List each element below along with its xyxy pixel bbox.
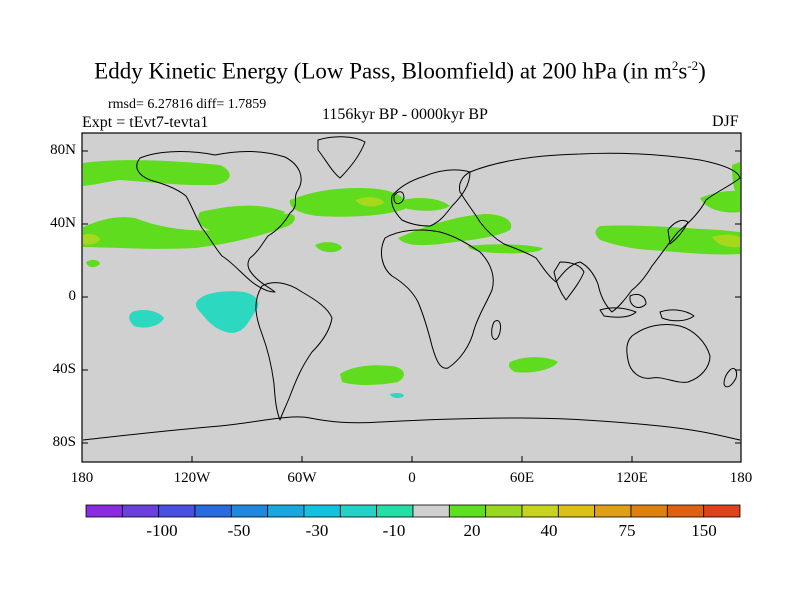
contour-eurasia xyxy=(402,198,450,211)
contour-midatlantic xyxy=(315,242,342,253)
colorbar-label: -50 xyxy=(227,521,251,540)
coast-indonesia xyxy=(599,307,637,318)
colorbar-box xyxy=(376,504,414,518)
colorbar-label: 20 xyxy=(463,521,481,540)
lon-label-60w: 60W xyxy=(287,470,317,486)
contour-npacific-east xyxy=(198,205,285,232)
colorbar-box xyxy=(85,504,123,518)
coastlines xyxy=(82,136,741,441)
title-mid: s xyxy=(678,58,688,84)
title-end: ) xyxy=(698,58,706,84)
coast-asia xyxy=(459,152,741,313)
season-label: DJF xyxy=(712,113,739,130)
colorbar-label: -30 xyxy=(305,521,329,540)
colorbar-box xyxy=(412,504,450,518)
colorbar-label: 75 xyxy=(618,521,636,540)
contour-natlantic-core xyxy=(355,197,384,207)
eke-contours xyxy=(83,160,740,399)
lat-label-80s: 80S xyxy=(52,434,76,450)
colorbar-box xyxy=(666,504,705,518)
colorbar-box xyxy=(703,504,741,518)
colorbar xyxy=(85,504,741,518)
colorbar-box xyxy=(339,504,378,518)
lon-label-120e: 120E xyxy=(616,470,648,486)
coast-uk xyxy=(393,191,405,205)
map-background xyxy=(81,132,742,463)
lon-label-120w: 120W xyxy=(173,470,211,486)
coast-south-america xyxy=(255,282,333,421)
coast-antarctica xyxy=(82,416,741,441)
coast-europe xyxy=(391,169,471,227)
coast-australia xyxy=(626,323,711,383)
lon-label-60e: 60E xyxy=(509,470,535,486)
lat-label-40s: 40S xyxy=(52,361,76,377)
contour-trop-pacific-west xyxy=(129,310,164,328)
colorbar-box xyxy=(303,504,341,518)
contour-npacific xyxy=(83,160,230,186)
lat-label-40n: 40N xyxy=(50,215,76,231)
lat-label-80n: 80N xyxy=(50,142,76,158)
colorbar-box xyxy=(485,504,523,518)
contour-satlantic xyxy=(340,365,404,385)
colorbar-box xyxy=(267,504,305,518)
contour-asia-jet xyxy=(595,225,740,255)
contour-asia-core xyxy=(712,234,740,248)
contour-far-ne xyxy=(732,162,740,196)
coast-india xyxy=(553,261,585,301)
colorbar-box xyxy=(594,504,632,518)
coast-madagascar xyxy=(491,319,501,340)
lat-label-0: 0 xyxy=(68,288,77,304)
contour-hawaii xyxy=(86,259,100,268)
title-sup-2: -2 xyxy=(687,58,699,73)
colorbar-box xyxy=(448,504,487,518)
stats-label: rmsd= 6.27816 diff= 1.7859 xyxy=(108,97,267,112)
colorbar-box xyxy=(557,504,596,518)
contour-south-small xyxy=(390,392,404,399)
period-label: 1156kyr BP - 0000kyr BP xyxy=(322,106,488,123)
coast-north-america xyxy=(136,150,302,293)
contour-pacific-jet xyxy=(83,213,295,249)
coast-new-guinea xyxy=(659,309,695,322)
contour-mediterranean xyxy=(398,214,512,246)
colorbar-label: 150 xyxy=(691,521,717,540)
coast-africa xyxy=(381,229,494,369)
colorbar-box xyxy=(230,504,269,518)
contour-trop-pacific xyxy=(195,291,259,333)
colorbar-box xyxy=(121,504,160,518)
coast-japan xyxy=(667,219,689,245)
contour-npacific-right xyxy=(700,190,740,213)
coast-borneo xyxy=(629,293,647,308)
contour-middle-east xyxy=(468,244,543,254)
contour-china xyxy=(628,234,643,244)
contour-natlantic xyxy=(289,188,407,217)
contour-pacific-core xyxy=(83,233,100,245)
colorbar-box xyxy=(630,504,668,518)
colorbar-box xyxy=(194,504,232,518)
colorbar-box xyxy=(521,504,559,518)
plot-title: Eddy Kinetic Energy (Low Pass, Bloomfiel… xyxy=(0,58,800,85)
colorbar-label: -100 xyxy=(146,521,178,540)
axis-ticks xyxy=(82,150,741,462)
colorbar-label: 40 xyxy=(540,521,558,540)
colorbar-box xyxy=(158,504,196,518)
lon-label-180w: 180 xyxy=(70,470,94,486)
title-sup-1: 2 xyxy=(671,58,679,73)
colorbar-label: -10 xyxy=(382,521,406,540)
lon-label-180e: 180 xyxy=(729,470,753,486)
title-main: Eddy Kinetic Energy (Low Pass, Bloomfiel… xyxy=(94,58,672,84)
experiment-label: Expt = tEvt7-tevta1 xyxy=(82,114,209,131)
coast-greenland xyxy=(317,136,366,179)
contour-sindian xyxy=(508,357,558,373)
lon-label-0: 0 xyxy=(408,470,416,486)
